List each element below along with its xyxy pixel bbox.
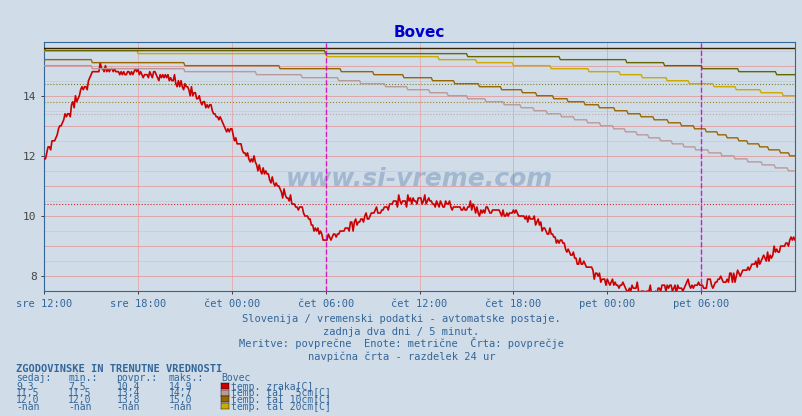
Title: Bovec: Bovec [394,25,444,40]
Text: temp. tal  5cm[C]: temp. tal 5cm[C] [231,389,330,399]
Text: maks.:: maks.: [168,374,204,384]
Text: min.:: min.: [68,374,98,384]
Text: navpična črta - razdelek 24 ur: navpična črta - razdelek 24 ur [307,352,495,362]
Text: povpr.:: povpr.: [116,374,157,384]
Text: temp. tal 10cm[C]: temp. tal 10cm[C] [231,395,330,405]
Text: 13,8: 13,8 [116,395,140,405]
Text: 11,5: 11,5 [16,389,39,399]
Text: 10,4: 10,4 [116,382,140,392]
Text: 14,7: 14,7 [168,389,192,399]
Text: 11,5: 11,5 [68,389,91,399]
Text: 15,0: 15,0 [168,395,192,405]
Text: zadnja dva dni / 5 minut.: zadnja dva dni / 5 minut. [323,327,479,337]
Text: -nan: -nan [168,402,192,412]
Text: www.si-vreme.com: www.si-vreme.com [286,167,553,191]
Text: 14,9: 14,9 [168,382,192,392]
Text: -nan: -nan [116,402,140,412]
Text: 12,0: 12,0 [16,395,39,405]
Text: 12,0: 12,0 [68,395,91,405]
Text: Slovenija / vremenski podatki - avtomatske postaje.: Slovenija / vremenski podatki - avtomats… [242,314,560,324]
Text: -nan: -nan [16,402,39,412]
Text: Bovec: Bovec [221,374,250,384]
Text: 7,5: 7,5 [68,382,86,392]
Text: 13,4: 13,4 [116,389,140,399]
Text: -nan: -nan [68,402,91,412]
Text: Meritve: povprečne  Enote: metrične  Črta: povprečje: Meritve: povprečne Enote: metrične Črta:… [239,337,563,349]
Text: ZGODOVINSKE IN TRENUTNE VREDNOSTI: ZGODOVINSKE IN TRENUTNE VREDNOSTI [16,364,222,374]
Text: sedaj:: sedaj: [16,374,51,384]
Text: temp. tal 20cm[C]: temp. tal 20cm[C] [231,402,330,412]
Text: temp. zraka[C]: temp. zraka[C] [231,382,313,392]
Text: 9,3: 9,3 [16,382,34,392]
